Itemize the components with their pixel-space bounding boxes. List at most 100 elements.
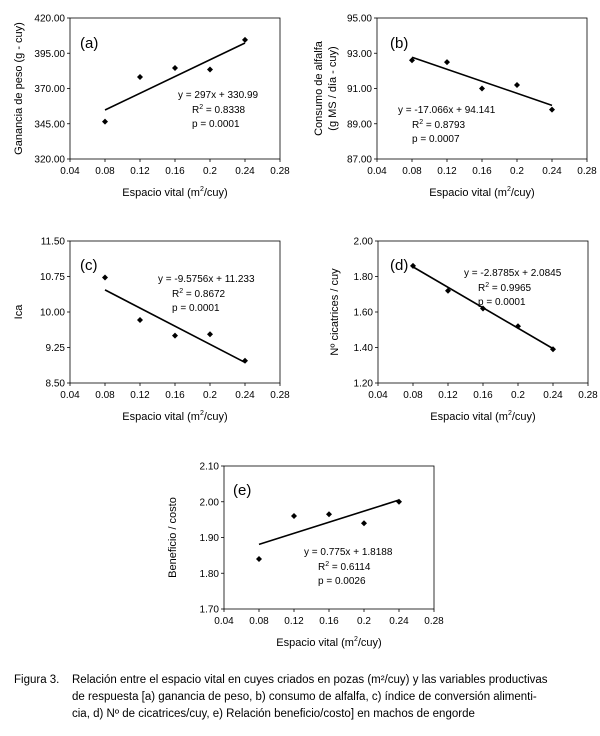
- panel-label: (b): [390, 35, 408, 52]
- x-tick-label: 0.24: [235, 390, 255, 401]
- x-tick-label: 0.28: [578, 390, 598, 401]
- chart-panel-2: 0.04 0.08 0.12 0.16 0.2 0.24 0.28 87.00 89.00 91.…: [313, 14, 597, 200]
- y-axis-label: Ica: [13, 304, 25, 320]
- y-tick-label: 95.00: [347, 14, 372, 25]
- y-tick-label: 87.00: [347, 155, 372, 166]
- y-axis-label-line-2: (g MS / día - cuy): [327, 46, 339, 130]
- r-squared: R2 = 0.6114: [318, 561, 371, 573]
- data-point: [291, 513, 297, 520]
- x-tick-label: 0.16: [165, 390, 185, 401]
- data-point: [242, 36, 248, 43]
- x-tick-label: 0.16: [473, 390, 493, 401]
- y-tick-label: 11.50: [41, 237, 66, 248]
- y-tick-label: 9.25: [46, 343, 66, 354]
- data-point: [409, 57, 415, 64]
- x-tick-label: 0.04: [214, 616, 234, 627]
- x-tick-label: 0.12: [130, 390, 150, 401]
- panel-label: (a): [80, 35, 98, 52]
- y-tick-label: 93.00: [347, 49, 372, 60]
- x-tick-label: 0.12: [437, 166, 457, 177]
- y-tick-label: 1.40: [354, 343, 374, 354]
- x-tick-label: 0.28: [424, 616, 444, 627]
- regression-equation: y = -2.8785x + 2.0845: [464, 268, 562, 279]
- y-tick-label: 1.80: [200, 569, 220, 580]
- x-tick-label: 0.12: [130, 166, 150, 177]
- data-point: [256, 555, 262, 562]
- chart-panel-1: 0.04 0.08 0.12 0.16 0.2 0.24 0.28 320.00 345.00 3…: [13, 14, 290, 200]
- y-tick-label: 1.70: [200, 605, 220, 616]
- y-tick-label: 1.20: [354, 379, 374, 390]
- y-tick-label: 10.75: [40, 272, 65, 283]
- x-tick-label: 0.04: [368, 390, 388, 401]
- x-tick-label: 0.2: [511, 390, 525, 401]
- y-tick-label: 89.00: [347, 119, 372, 130]
- x-tick-label: 0.2: [510, 166, 524, 177]
- x-tick-label: 0.24: [543, 390, 563, 401]
- y-tick-label: 2.00: [200, 497, 220, 508]
- data-point: [102, 274, 108, 281]
- p-value: p = 0.0001: [478, 297, 526, 308]
- data-point: [480, 305, 486, 312]
- x-axis-label: Espacio vital (m2/cuy): [430, 410, 535, 423]
- y-tick-label: 345.00: [34, 119, 65, 130]
- x-tick-label: 0.08: [95, 166, 115, 177]
- data-point: [207, 331, 213, 338]
- panel-label: (c): [80, 257, 98, 274]
- data-point: [207, 66, 213, 73]
- y-axis-label: Consumo de alfalfa: [313, 40, 325, 136]
- data-point: [396, 498, 402, 505]
- trendline: [104, 289, 246, 364]
- x-tick-label: 0.16: [319, 616, 339, 627]
- y-tick-label: 320.00: [34, 155, 65, 166]
- y-tick-label: 1.60: [354, 308, 374, 319]
- x-tick-label: 0.2: [203, 166, 217, 177]
- figure-caption: Figura 3. Relación entre el espacio vita…: [14, 672, 594, 723]
- p-value: p = 0.0007: [412, 134, 460, 145]
- data-point: [550, 346, 556, 353]
- y-tick-label: 10.00: [40, 308, 65, 319]
- r-squared: R2 = 0.8672: [172, 288, 226, 300]
- x-axis-label: Espacio vital (m2/cuy): [122, 410, 227, 423]
- data-point: [479, 85, 485, 92]
- x-axis-label: Espacio vital (m2/cuy): [122, 186, 227, 199]
- caption-label: Figura 3.: [14, 674, 60, 686]
- r-squared: R2 = 0.8338: [192, 104, 246, 116]
- y-axis-label: Beneficio / costo: [167, 497, 179, 578]
- chart-panel-4: 0.04 0.08 0.12 0.16 0.2 0.24 0.28 1.20 1.40 1.60 1…: [329, 237, 598, 424]
- x-tick-label: 0.04: [60, 390, 80, 401]
- x-tick-label: 0.2: [203, 390, 217, 401]
- r-squared: R2 = 0.8793: [412, 119, 466, 131]
- plot-frame: [223, 465, 435, 610]
- r-squared: R2 = 0.9965: [478, 282, 532, 294]
- caption-line-3: cia, d) Nº de cicatrices/cuy, e) Relació…: [72, 708, 475, 720]
- panel-label: (e): [233, 482, 251, 499]
- trendline: [104, 42, 246, 111]
- x-tick-label: 0.16: [165, 166, 185, 177]
- data-point: [410, 262, 416, 269]
- x-tick-label: 0.08: [402, 166, 422, 177]
- x-axis-label: Espacio vital (m2/cuy): [276, 636, 381, 649]
- y-tick-label: 2.10: [200, 462, 220, 473]
- y-tick-label: 420.00: [34, 14, 65, 25]
- y-tick-label: 91.00: [347, 84, 372, 95]
- y-tick-label: 1.90: [200, 533, 220, 544]
- x-axis-label: Espacio vital (m2/cuy): [429, 186, 534, 199]
- caption-line-1: Relación entre el espacio vital en cuyes…: [72, 674, 548, 686]
- x-tick-label: 0.08: [249, 616, 269, 627]
- data-point: [102, 118, 108, 125]
- x-tick-label: 0.16: [472, 166, 492, 177]
- p-value: p = 0.0001: [192, 119, 240, 130]
- caption-line-2: de respuesta [a) ganancia de peso, b) co…: [72, 691, 537, 703]
- regression-equation: y = -17.066x + 94.141: [398, 105, 496, 116]
- regression-equation: y = 0.775x + 1.8188: [304, 547, 393, 558]
- x-tick-label: 0.28: [270, 390, 290, 401]
- data-point: [137, 317, 143, 324]
- x-tick-label: 0.24: [542, 166, 562, 177]
- x-tick-label: 0.24: [389, 616, 409, 627]
- plot-frame: [377, 240, 589, 384]
- data-point: [549, 106, 555, 113]
- data-point: [514, 81, 520, 88]
- data-point: [172, 65, 178, 72]
- x-tick-label: 0.08: [403, 390, 423, 401]
